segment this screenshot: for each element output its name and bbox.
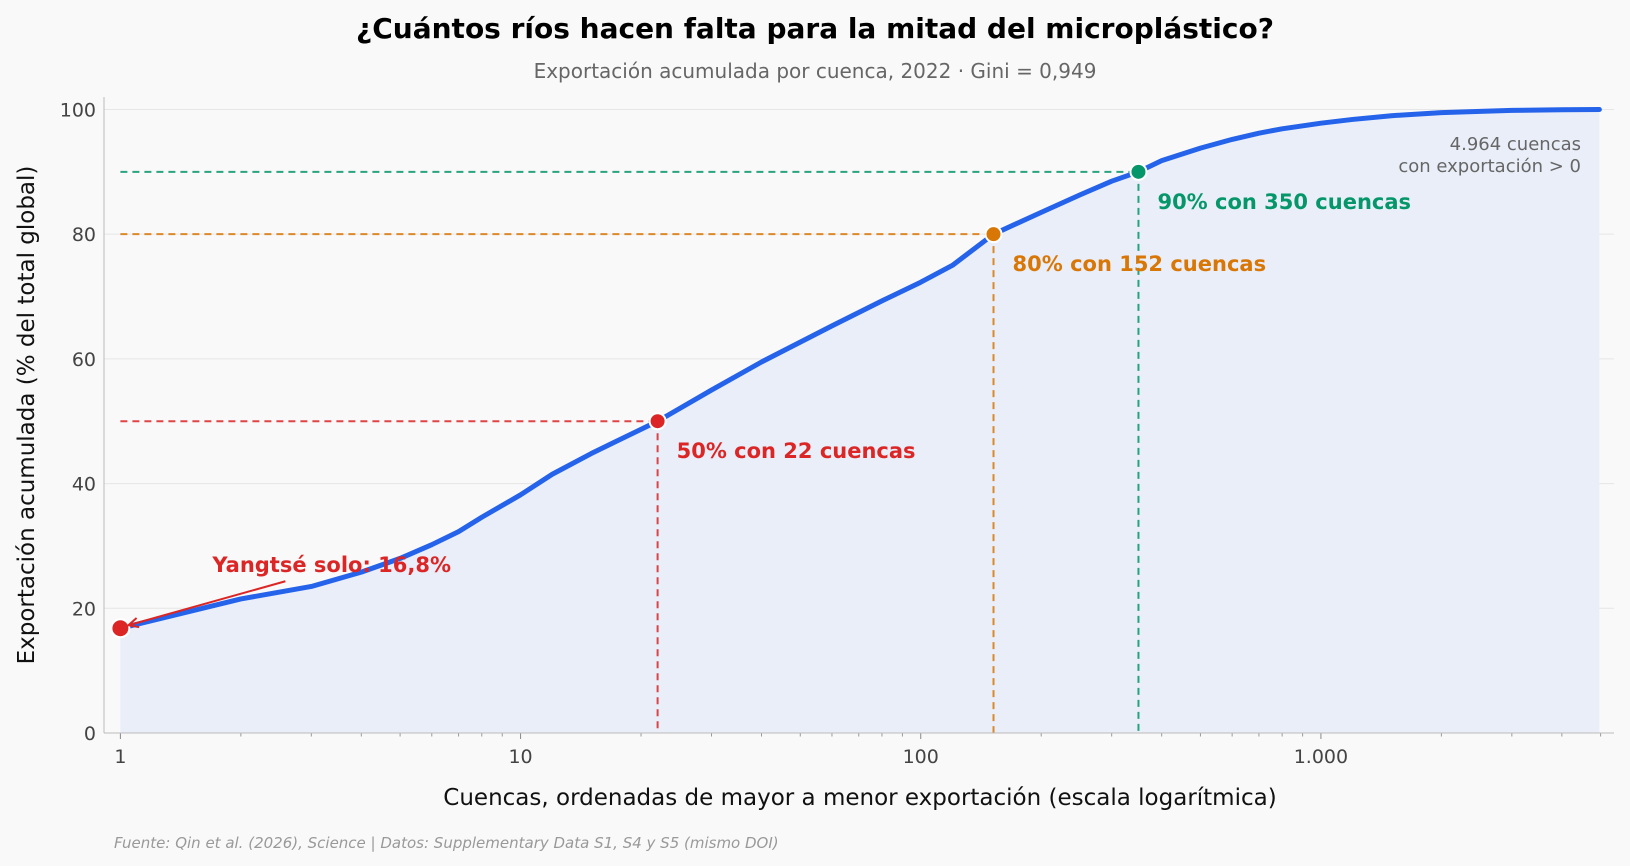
highlight-label: Yangtsé solo: 16,8% xyxy=(211,553,451,577)
axes xyxy=(103,97,1614,739)
chart-title: ¿Cuántos ríos hacen falta para la mitad … xyxy=(356,12,1274,45)
threshold-point xyxy=(648,412,667,431)
threshold-label: 80% con 152 cuencas xyxy=(1013,252,1267,276)
threshold-label: 90% con 350 cuencas xyxy=(1157,190,1411,214)
y-tick-label: 20 xyxy=(72,598,96,620)
source-note: Fuente: Qin et al. (2026), Science | Dat… xyxy=(114,834,779,852)
y-tick-label: 100 xyxy=(60,99,96,121)
series-line xyxy=(117,106,1602,631)
cumulative-line xyxy=(117,106,1602,631)
highlight-point xyxy=(110,618,131,639)
threshold-guides xyxy=(120,170,1140,733)
threshold-point xyxy=(1129,162,1148,181)
y-tick-label: 80 xyxy=(72,224,96,246)
area-fill xyxy=(120,109,1600,734)
tick-labels: 0 20 40 60 80 100 1 10 100 1.000 xyxy=(60,99,1348,768)
x-tick-label: 100 xyxy=(903,746,939,768)
threshold-label: 50% con 22 cuencas xyxy=(677,439,916,463)
x-axis-label: Cuencas, ordenadas de mayor a menor expo… xyxy=(443,785,1276,811)
highlight-arrowhead xyxy=(126,617,140,629)
x-tick-label: 10 xyxy=(508,746,532,768)
y-tick-label: 40 xyxy=(72,474,96,496)
y-tick-label: 60 xyxy=(72,349,96,371)
threshold-markers: 50% con 22 cuencas 80% con 152 cuencas 90%… xyxy=(110,162,1411,639)
chart-subtitle: Exportación acumulada por cuenca, 2022 ·… xyxy=(534,59,1097,83)
threshold-point xyxy=(984,225,1003,244)
y-axis-label: Exportación acumulada (% del total globa… xyxy=(14,166,40,665)
x-tick-label: 1.000 xyxy=(1294,746,1348,768)
x-tick-label: 1 xyxy=(114,746,126,768)
note-line-1: 4.964 cuencas xyxy=(1450,134,1581,155)
area-under-curve xyxy=(120,109,1600,734)
y-tick-label: 0 xyxy=(84,723,96,745)
note-line-2: con exportación > 0 xyxy=(1398,156,1581,177)
highlight-arrow xyxy=(128,580,286,627)
